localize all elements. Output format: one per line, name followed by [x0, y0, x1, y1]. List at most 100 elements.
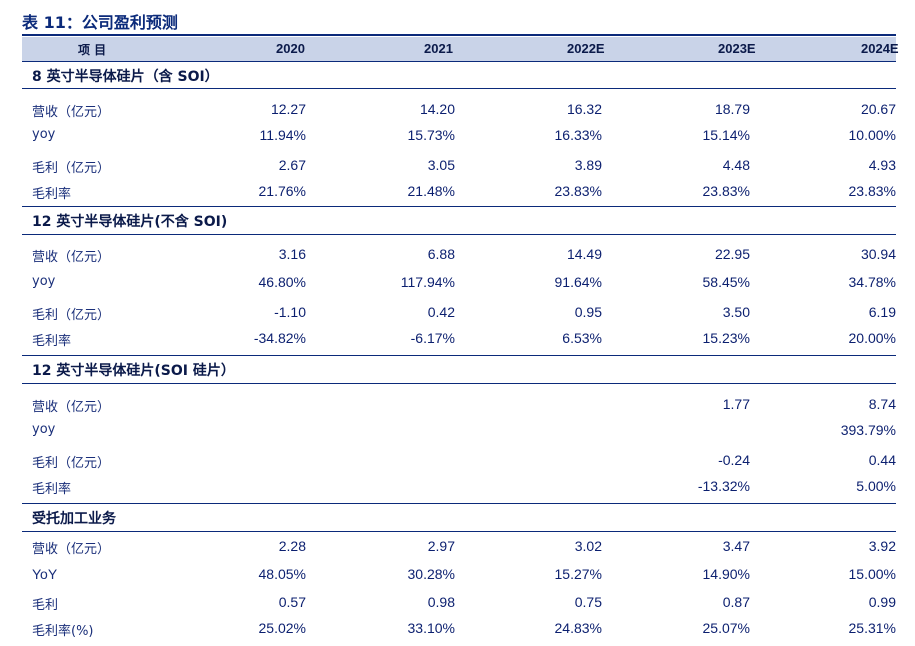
cell-value: 0.95: [574, 304, 602, 320]
divider: [22, 383, 896, 384]
table-row: 毛利率(%) 25.02% 33.10% 24.83% 25.07% 25.31…: [0, 620, 915, 646]
table-row: yoy 46.80% 117.94% 91.64% 58.45% 34.78%: [0, 274, 915, 300]
section-title: 12 英寸半导体硅片(不含 SOI): [32, 214, 228, 230]
cell-value: 21.48%: [407, 183, 455, 199]
cell-value: 0.42: [427, 304, 455, 320]
cell-value: 23.83%: [848, 183, 896, 199]
header-year-2022e: 2022E: [567, 41, 605, 56]
table-row: 营收（亿元） 1.77 8.74: [0, 396, 915, 422]
cell-value: 0.87: [722, 594, 750, 610]
table-row: 营收（亿元） 12.27 14.20 16.32 18.79 20.67: [0, 101, 915, 127]
cell-value: 3.92: [868, 538, 896, 554]
cell-value: 2.97: [427, 538, 455, 554]
cell-value: 0.98: [427, 594, 455, 610]
cell-value: 15.73%: [407, 127, 455, 143]
cell-value: 16.32: [566, 101, 602, 117]
cell-value: 25.02%: [258, 620, 306, 636]
cell-value: 15.14%: [702, 127, 750, 143]
row-label: 营收（亿元）: [32, 105, 111, 120]
cell-value: 46.80%: [258, 274, 306, 290]
cell-value: 14.49: [566, 246, 602, 262]
cell-value: -1.10: [274, 304, 306, 320]
cell-value: 91.64%: [554, 274, 602, 290]
table-row: 毛利（亿元） -1.10 0.42 0.95 3.50 6.19: [0, 304, 915, 330]
top-rule: [22, 34, 896, 36]
divider: [22, 88, 896, 89]
row-label: 营收（亿元）: [32, 542, 111, 557]
cell-value: 2.28: [278, 538, 306, 554]
cell-value: 0.75: [574, 594, 602, 610]
table-row: 毛利 0.57 0.98 0.75 0.87 0.99: [0, 594, 915, 620]
row-label: 毛利率: [32, 482, 72, 497]
cell-value: 12.27: [270, 101, 306, 117]
cell-value: -0.24: [718, 452, 750, 468]
cell-value: 18.79: [714, 101, 750, 117]
cell-value: 2.67: [278, 157, 306, 173]
cell-value: 21.76%: [258, 183, 306, 199]
table-row: 毛利（亿元） -0.24 0.44: [0, 452, 915, 478]
cell-value: 393.79%: [840, 422, 896, 438]
cell-value: 25.31%: [848, 620, 896, 636]
row-label: YoY: [32, 566, 58, 582]
cell-value: 3.50: [722, 304, 750, 320]
cell-value: 30.94: [860, 246, 896, 262]
cell-value: 10.00%: [848, 127, 896, 143]
cell-value: -34.82%: [253, 330, 306, 346]
cell-value: 22.95: [714, 246, 750, 262]
cell-value: 3.05: [427, 157, 455, 173]
header-year-2020: 2020: [276, 41, 305, 56]
cell-value: 117.94%: [400, 274, 455, 290]
cell-value: 58.45%: [702, 274, 750, 290]
cell-value: 15.00%: [848, 566, 896, 582]
table-header: 项 目 2020 2021 2022E 2023E 2024E: [22, 37, 899, 61]
table-row: 毛利率 -34.82% -6.17% 6.53% 15.23% 20.00%: [0, 330, 915, 356]
cell-value: 24.83%: [554, 620, 602, 636]
cell-value: 0.57: [278, 594, 306, 610]
cell-value: 6.88: [427, 246, 455, 262]
cell-value: 25.07%: [702, 620, 750, 636]
cell-value: 23.83%: [702, 183, 750, 199]
cell-value: 4.48: [722, 157, 750, 173]
row-label: 毛利（亿元）: [32, 161, 111, 176]
divider: [22, 61, 896, 62]
cell-value: 33.10%: [407, 620, 455, 636]
table-title: 表 11：公司盈利预测: [22, 13, 178, 32]
cell-value: 3.16: [278, 246, 306, 262]
cell-value: 34.78%: [848, 274, 896, 290]
table-row: 营收（亿元） 2.28 2.97 3.02 3.47 3.92: [0, 538, 915, 564]
row-label: 毛利（亿元）: [32, 456, 111, 471]
cell-value: 15.23%: [702, 330, 750, 346]
cell-value: 16.33%: [554, 127, 602, 143]
cell-value: 3.02: [574, 538, 602, 554]
section-title: 8 英寸半导体硅片（含 SOI）: [32, 69, 219, 85]
section-title: 受托加工业务: [32, 511, 116, 527]
cell-value: 4.93: [868, 157, 896, 173]
cell-value: -6.17%: [410, 330, 455, 346]
divider: [22, 206, 896, 207]
cell-value: 23.83%: [554, 183, 602, 199]
row-label: 毛利率: [32, 334, 72, 349]
cell-value: 5.00%: [856, 478, 896, 494]
cell-value: 1.77: [722, 396, 750, 412]
row-label: 毛利: [32, 598, 59, 613]
row-label: yoy: [32, 422, 56, 437]
table-row: 毛利率 21.76% 21.48% 23.83% 23.83% 23.83%: [0, 183, 915, 209]
cell-value: 48.05%: [258, 566, 306, 582]
header-year-2024e: 2024E: [861, 41, 899, 56]
table-row: yoy 393.79%: [0, 422, 915, 448]
row-label: yoy: [32, 274, 56, 289]
cell-value: 6.19: [868, 304, 896, 320]
cell-value: 0.99: [868, 594, 896, 610]
cell-value: 20.00%: [848, 330, 896, 346]
row-label: 营收（亿元）: [32, 250, 111, 265]
cell-value: 0.44: [868, 452, 896, 468]
cell-value: 6.53%: [562, 330, 602, 346]
cell-value: 14.90%: [702, 566, 750, 582]
table-row: 营收（亿元） 3.16 6.88 14.49 22.95 30.94: [0, 246, 915, 272]
table-row: 毛利（亿元） 2.67 3.05 3.89 4.48 4.93: [0, 157, 915, 183]
row-label: yoy: [32, 127, 56, 142]
cell-value: 15.27%: [554, 566, 602, 582]
cell-value: 3.89: [574, 157, 602, 173]
divider: [22, 531, 896, 532]
header-year-2021: 2021: [424, 41, 453, 56]
